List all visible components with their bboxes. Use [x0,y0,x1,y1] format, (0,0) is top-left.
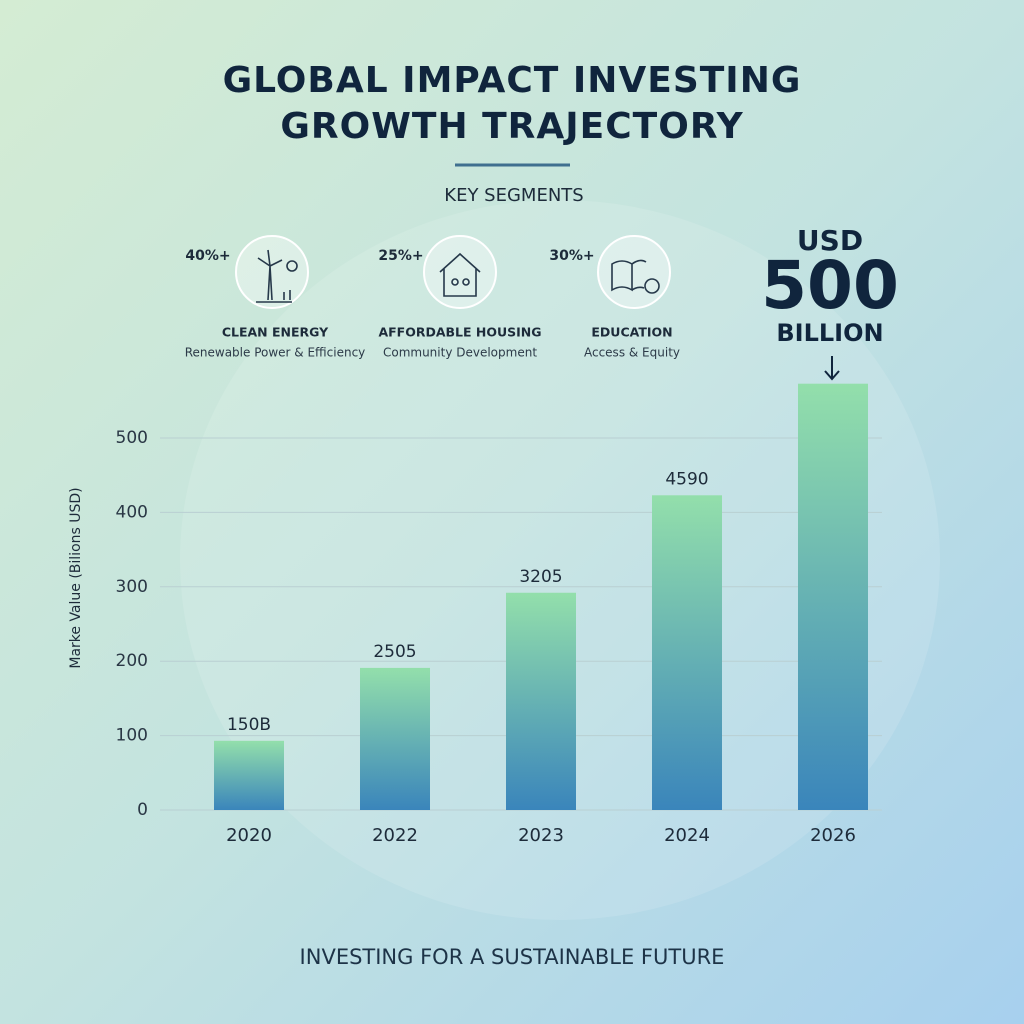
title-line2: GROWTH TRAJECTORY [280,106,743,147]
bar [506,592,576,810]
clean-energy-icon [235,235,309,309]
bar-annotation: 3205 [519,567,562,587]
segment-share: 40%+ [185,248,230,264]
segment-name: CLEAN ENERGY [222,325,329,340]
bar-annotation: 4590 [665,469,708,489]
x-tick-label: 2023 [518,825,564,846]
callout-bottom: BILLION [776,319,883,347]
y-tick-label: 300 [116,577,148,597]
x-tick-label: 2020 [226,825,272,846]
y-axis-label: Marke Value (Bilions USD) [68,487,84,668]
segment-name: AFFORDABLE HOUSING [378,325,541,340]
education-icon [597,235,671,309]
y-tick-label: 0 [137,800,148,820]
segment-subtitle: Access & Equity [584,346,680,360]
housing-icon [423,235,497,309]
segment-share: 30%+ [549,248,594,264]
segment-name: EDUCATION [591,325,672,340]
bar [652,495,722,810]
x-tick-label: 2022 [372,825,418,846]
bar [798,383,868,810]
callout-arrow [824,356,840,381]
bar [214,740,284,810]
bar [360,667,430,810]
y-tick-label: 200 [116,651,148,671]
segment-subtitle: Renewable Power & Efficiency [185,346,366,360]
y-tick-label: 400 [116,502,148,522]
callout-value: 500 [761,247,899,324]
y-tick-label: 100 [116,726,148,746]
segments-title: KEY SEGMENTS [444,185,583,206]
title: GLOBAL IMPACT INVESTING [223,60,802,101]
callout-top: USD [797,224,863,257]
bar-annotation: 2505 [373,642,416,662]
bar-annotation: 150B [227,715,271,735]
y-tick-label: 500 [116,428,148,448]
segment-share: 25%+ [378,248,423,264]
x-tick-label: 2024 [664,825,710,846]
segment-subtitle: Community Development [383,346,537,360]
footer: INVESTING FOR A SUSTAINABLE FUTURE [300,945,725,969]
x-tick-label: 2026 [810,825,856,846]
